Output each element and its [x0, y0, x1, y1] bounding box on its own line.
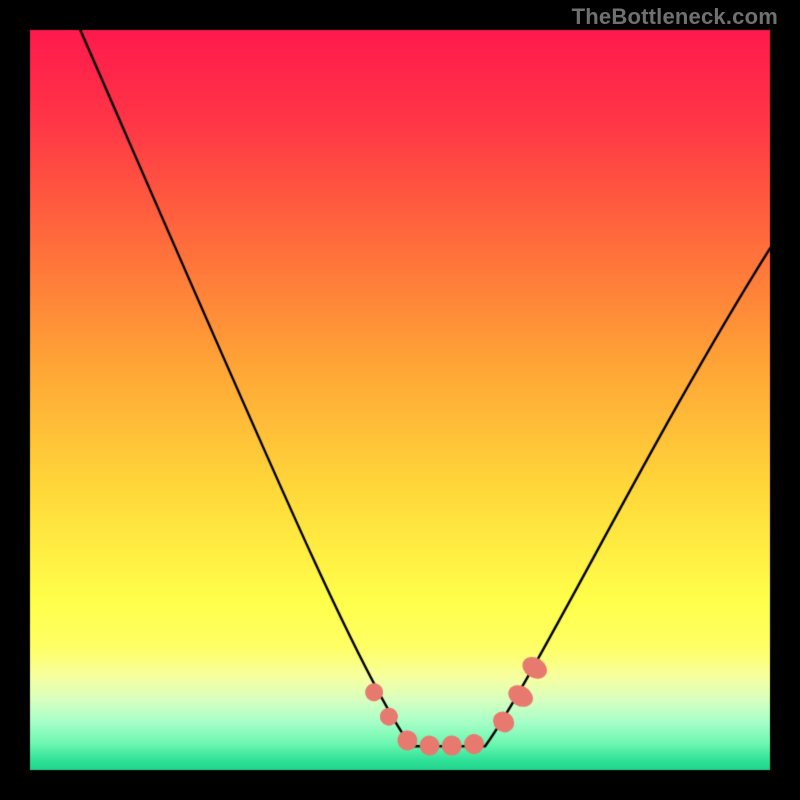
bottleneck-curve-chart: [0, 0, 800, 800]
watermark-text: TheBottleneck.com: [572, 4, 778, 30]
